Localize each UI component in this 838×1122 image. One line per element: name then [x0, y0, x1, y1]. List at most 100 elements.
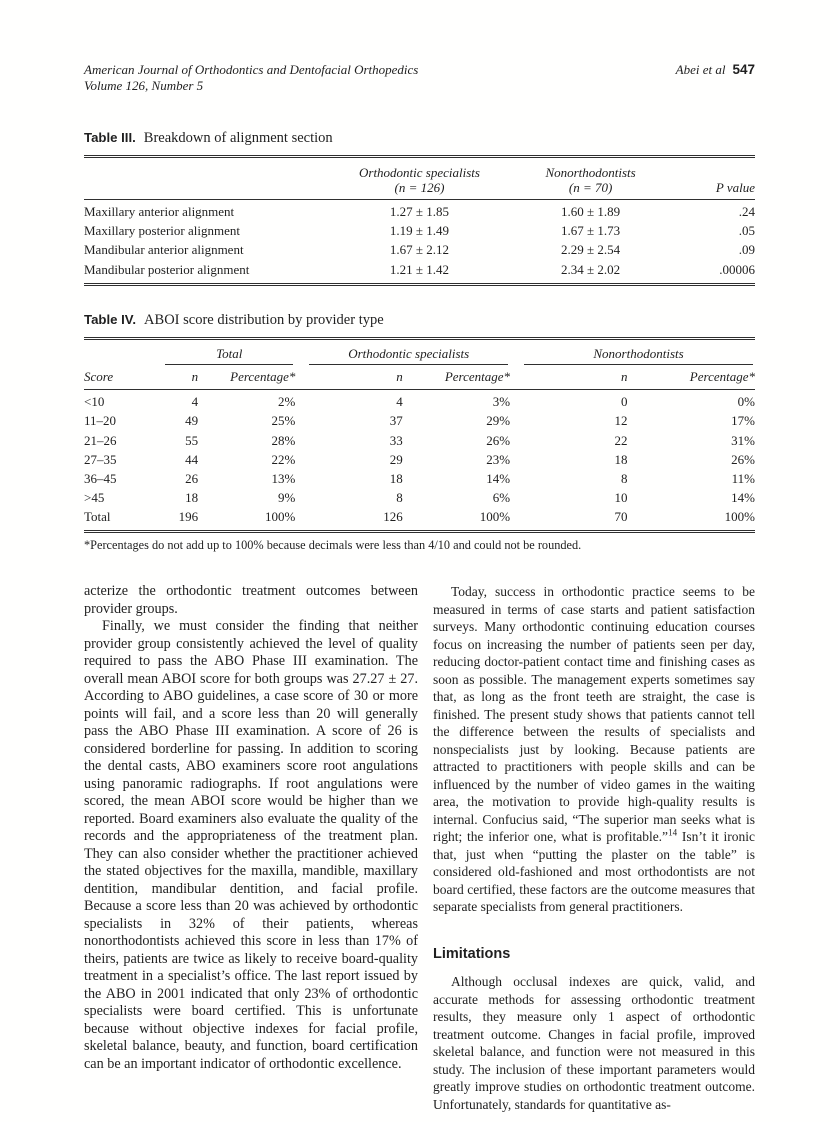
- cell-percentage: 2%: [278, 394, 296, 410]
- cell-pvalue: .24: [738, 204, 755, 219]
- row-label: Mandibular posterior alignment: [84, 261, 250, 277]
- group-header-total: Total: [151, 340, 295, 367]
- paragraph-text: Isn’t it ironic that, just when “putting…: [433, 829, 755, 915]
- running-head-left: American Journal of Orthodontics and Den…: [84, 62, 418, 94]
- table-row: 21–26 55 28% 33 26% 22 31%: [84, 431, 755, 450]
- volume-info: Volume 126, Number 5: [84, 78, 204, 93]
- cell-nonorthodontists: 2.34 ± 2.02: [561, 261, 621, 277]
- cell-n: 196: [178, 509, 199, 525]
- cell-percentage: 26%: [731, 451, 755, 467]
- cell-percentage: 26%: [486, 432, 511, 448]
- reference-superscript: 14: [668, 827, 678, 838]
- limitations-heading: Limitations: [433, 945, 511, 962]
- running-head-right: Abei et al 547: [676, 62, 755, 78]
- cell-pvalue: .09: [738, 242, 755, 258]
- cell-n: 10: [614, 490, 628, 506]
- cell-percentage: 31%: [731, 432, 755, 448]
- col-header-pvalue: P value: [674, 158, 755, 200]
- cell-specialists: 1.67 ± 2.12: [389, 242, 450, 258]
- cell-percentage: 0%: [737, 394, 755, 410]
- row-label: Maxillary anterior alignment: [84, 204, 235, 219]
- left-column: acterize the orthodontic treatment outco…: [84, 583, 418, 1113]
- col-header-specialists: Orthodontic specialists (n = 126): [332, 158, 507, 200]
- empty-header-cell: [84, 340, 151, 367]
- table-4: Total Orthodontic specialists Nonorthodo…: [84, 340, 755, 531]
- table-4-caption: ABOI score distribution by provider type: [144, 311, 384, 328]
- table-rule: [84, 155, 755, 158]
- cell-n: 22: [614, 432, 628, 448]
- cell-n: 37: [389, 413, 403, 429]
- cell-percentage: 14%: [731, 490, 755, 506]
- col-header-n: n: [510, 366, 628, 391]
- running-head: American Journal of Orthodontics and Den…: [84, 62, 755, 94]
- cell-percentage: 9%: [278, 490, 296, 506]
- cell-n: 33: [389, 432, 403, 448]
- group-header-specialists: Orthodontic specialists: [295, 340, 510, 367]
- col-header-nonorthodontists: Nonorthodontists (n = 70): [506, 158, 675, 200]
- table-4-subheader-row: Score n Percentage* n Percentage* n Perc…: [84, 366, 755, 391]
- table-row: 27–35 44 22% 29 23% 18 26%: [84, 450, 755, 469]
- paragraph: Finally, we must consider the finding th…: [84, 618, 418, 1072]
- cell-specialists: 1.21 ± 1.42: [389, 261, 450, 277]
- table-3-label: Table III.: [84, 130, 136, 145]
- cell-score: 21–26: [84, 432, 117, 448]
- table-row: Mandibular posterior alignment 1.21 ± 1.…: [84, 260, 755, 283]
- cell-score: 36–45: [84, 470, 117, 486]
- cell-nonorthodontists: 1.67 ± 1.73: [561, 223, 621, 239]
- cell-n: 18: [614, 451, 628, 467]
- running-authors: Abei et al: [675, 62, 726, 77]
- cell-pvalue: .05: [738, 223, 755, 239]
- cell-n: 8: [620, 470, 628, 486]
- cell-n: 49: [185, 413, 199, 429]
- table-row: Maxillary anterior alignment 1.27 ± 1.85…: [84, 200, 755, 222]
- cell-n: 12: [614, 413, 628, 429]
- cell-score: Total: [84, 509, 111, 525]
- cell-percentage: 11%: [731, 470, 755, 486]
- table-row: 36–45 26 13% 18 14% 8 11%: [84, 469, 755, 488]
- body-columns: acterize the orthodontic treatment outco…: [84, 583, 755, 1113]
- journal-name: American Journal of Orthodontics and Den…: [84, 62, 419, 77]
- table-4-section: Table IV. ABOI score distribution by prov…: [84, 312, 755, 554]
- table-3-header-row: Orthodontic specialists (n = 126) Nonort…: [84, 158, 755, 200]
- col-header-score: Score: [84, 366, 152, 391]
- right-column: Today, success in orthodontic practice s…: [433, 583, 755, 1113]
- cell-n: 18: [389, 470, 403, 486]
- cell-n: 55: [185, 432, 199, 448]
- cell-n: 70: [614, 509, 628, 525]
- cell-score: 11–20: [84, 413, 117, 429]
- col-header-percentage: Percentage*: [627, 366, 755, 391]
- col-header-n: n: [151, 366, 199, 391]
- cell-n: 0: [620, 394, 628, 410]
- cell-percentage: 6%: [492, 490, 511, 506]
- paragraph: Although occlusal indexes are quick, val…: [433, 974, 755, 1112]
- table-4-footnote: *Percentages do not add up to 100% becau…: [84, 538, 582, 553]
- cell-pvalue: .00006: [719, 261, 755, 277]
- cell-percentage: 23%: [486, 451, 511, 467]
- cell-percentage: 28%: [271, 432, 296, 448]
- table-row: Mandibular anterior alignment 1.67 ± 2.1…: [84, 241, 755, 260]
- group-header-nonorthodontists: Nonorthodontists: [510, 340, 755, 367]
- cell-percentage: 29%: [486, 413, 511, 429]
- table-rule: [84, 336, 755, 340]
- col-header-percentage: Percentage*: [198, 366, 296, 391]
- paragraph-text: Today, success in orthodontic practice s…: [433, 584, 755, 845]
- cell-n: 44: [185, 451, 199, 467]
- table-3-caption: Breakdown of alignment section: [143, 130, 333, 146]
- col-header-n: n: [295, 366, 403, 391]
- cell-percentage: 17%: [731, 413, 755, 429]
- cell-percentage: 13%: [271, 470, 296, 486]
- cell-n: 126: [383, 509, 403, 525]
- paragraph: Today, success in orthodontic practice s…: [433, 583, 755, 916]
- row-label: Mandibular anterior alignment: [84, 242, 244, 258]
- paragraph-continuation: acterize the orthodontic treatment outco…: [84, 583, 418, 617]
- cell-specialists: 1.27 ± 1.85: [389, 204, 450, 219]
- table-row: Maxillary posterior alignment 1.19 ± 1.4…: [84, 222, 755, 241]
- cell-score: 27–35: [84, 451, 117, 467]
- page-number: 547: [732, 62, 755, 77]
- cell-score: <10: [84, 394, 105, 410]
- table-4-group-header-row: Total Orthodontic specialists Nonorthodo…: [84, 340, 755, 367]
- cell-percentage: 100%: [479, 509, 511, 525]
- cell-percentage: 14%: [486, 470, 511, 486]
- cell-n: 18: [185, 490, 199, 506]
